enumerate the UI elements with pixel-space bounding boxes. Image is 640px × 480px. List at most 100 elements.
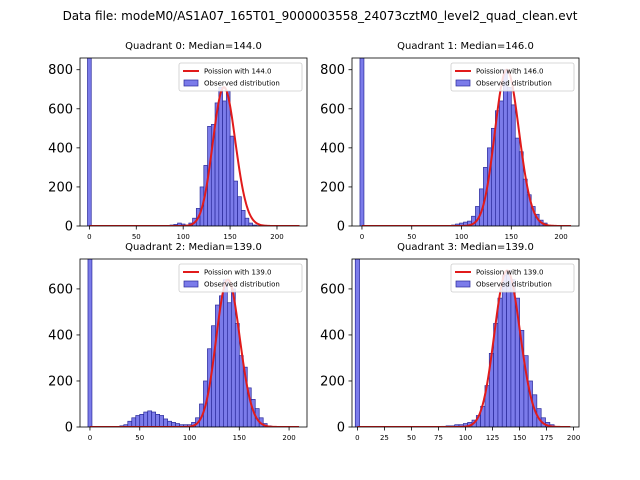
histogram-bar [227, 302, 232, 427]
histogram-bar [359, 58, 365, 226]
axes-frame [79, 258, 308, 428]
histogram-bar [238, 355, 244, 427]
histogram-bar [499, 100, 504, 226]
x-tick-label: 0 [87, 233, 91, 241]
histogram-bar [159, 415, 164, 427]
legend-observed-label: Observed distribution [204, 281, 280, 289]
y-tick-label: 600 [48, 102, 73, 117]
histogram-bar [139, 413, 145, 427]
panel-quadrant-0: Quadrant 0: Median=144.0 0 50 100 150 200 0 200… [48, 41, 308, 241]
x-tick-label: 100 [183, 434, 196, 442]
y-tick-label: 0 [337, 220, 345, 235]
poisson-curve [361, 68, 572, 226]
panel-quadrant-2: Quadrant 2: Median=139.0 0 50 100 150 200 0 200… [48, 242, 308, 442]
legend-poisson-label: Poission with 139.0 [476, 269, 544, 277]
x-tick-label: 125 [486, 434, 499, 442]
histogram-bar [87, 58, 92, 226]
legend-observed-label: Observed distribution [476, 281, 552, 289]
x-tick-label: 100 [459, 434, 472, 442]
y-tick-label: 0 [337, 421, 345, 436]
x-tick-label: 25 [380, 434, 389, 442]
histogram-bar [506, 86, 512, 226]
y-tick-label: 400 [48, 141, 73, 156]
legend-observed-swatch [183, 79, 199, 87]
y-tick-label: 600 [48, 282, 73, 297]
histogram-bar [506, 270, 512, 427]
histogram-bar [143, 411, 149, 427]
poisson-curve [357, 269, 571, 427]
x-tick-label: 150 [505, 233, 518, 241]
legend-poisson-label: Poission with 144.0 [204, 68, 272, 76]
y-tick-label: 400 [48, 328, 73, 343]
y-tick-label: 200 [320, 374, 345, 389]
histogram-bar [240, 210, 246, 226]
x-tick-label: 200 [567, 434, 580, 442]
y-tick-label: 200 [48, 374, 73, 389]
histogram-bar [222, 100, 227, 226]
plot-area [87, 58, 300, 226]
y-tick-label: 400 [320, 141, 345, 156]
legend-poisson-label: Poission with 146.0 [476, 68, 544, 76]
x-tick-label: 200 [554, 233, 567, 241]
histogram-bar [234, 323, 240, 427]
legend: Poission with 139.0 Observed distribution [178, 263, 303, 293]
histogram-bar [514, 137, 520, 226]
suptitle: Data file: modeM0/AS1A07_165T01_90000035… [63, 9, 578, 23]
panel-quadrant-3: Quadrant 3: Median=139.0 0 25 50 75 100 125 150… [320, 242, 580, 442]
legend-observed-swatch [455, 79, 471, 87]
panel-title: Quadrant 3: Median=139.0 [397, 242, 534, 253]
histogram-bar [218, 86, 223, 226]
histogram-bar [510, 104, 516, 226]
histogram-bar [155, 413, 160, 427]
y-tick-label: 0 [65, 421, 73, 436]
x-tick-label: 50 [407, 434, 416, 442]
legend-box [450, 62, 575, 92]
legend-observed-swatch [183, 280, 199, 288]
legend: Poission with 146.0 Observed distribution [450, 62, 575, 92]
histogram-bar [354, 259, 360, 427]
x-tick-label: 200 [282, 434, 295, 442]
legend-observed-label: Observed distribution [476, 80, 552, 88]
histogram-bar [244, 217, 250, 226]
x-tick-label: 100 [455, 233, 468, 241]
histogram-bar [501, 274, 507, 427]
panel-quadrant-1: Quadrant 1: Median=146.0 0 50 100 150 200 0 200… [320, 41, 580, 241]
x-tick-label: 100 [176, 233, 189, 241]
histogram-bar [87, 259, 93, 427]
x-tick-label: 50 [132, 233, 141, 241]
histogram-bar [502, 69, 508, 226]
legend-box [178, 263, 303, 293]
histogram-bar [131, 417, 137, 427]
legend: Poission with 139.0 Observed distribution [450, 263, 575, 293]
histogram-bar [497, 297, 503, 427]
poisson-curve [89, 278, 300, 427]
panel-title: Quadrant 1: Median=146.0 [397, 41, 534, 52]
x-tick-label: 0 [88, 434, 92, 442]
histogram-bar [163, 418, 168, 427]
axes-frame [79, 57, 308, 227]
histogram-bar [237, 196, 242, 226]
histogram-bar [248, 222, 253, 226]
x-tick-label: 50 [135, 434, 144, 442]
y-tick-label: 200 [320, 180, 345, 195]
axes-frame [351, 57, 580, 227]
y-tick-label: 200 [48, 180, 73, 195]
legend-observed-swatch [455, 280, 471, 288]
histogram-bar [151, 411, 157, 427]
y-tick-label: 600 [320, 282, 345, 297]
x-tick-label: 50 [407, 233, 416, 241]
histogram-bar [147, 410, 153, 427]
histogram-bar [229, 135, 235, 226]
histogram-bar [225, 90, 231, 226]
panel-title: Quadrant 2: Median=139.0 [125, 242, 262, 253]
x-tick-label: 150 [513, 434, 526, 442]
legend-box [178, 62, 303, 92]
histogram-bar [223, 279, 228, 427]
y-tick-label: 400 [320, 328, 345, 343]
legend-poisson-label: Poission with 139.0 [204, 269, 272, 277]
panel-title: Quadrant 0: Median=144.0 [125, 41, 262, 52]
y-tick-label: 600 [320, 102, 345, 117]
histogram-bar [233, 180, 238, 226]
x-tick-label: 0 [355, 434, 359, 442]
